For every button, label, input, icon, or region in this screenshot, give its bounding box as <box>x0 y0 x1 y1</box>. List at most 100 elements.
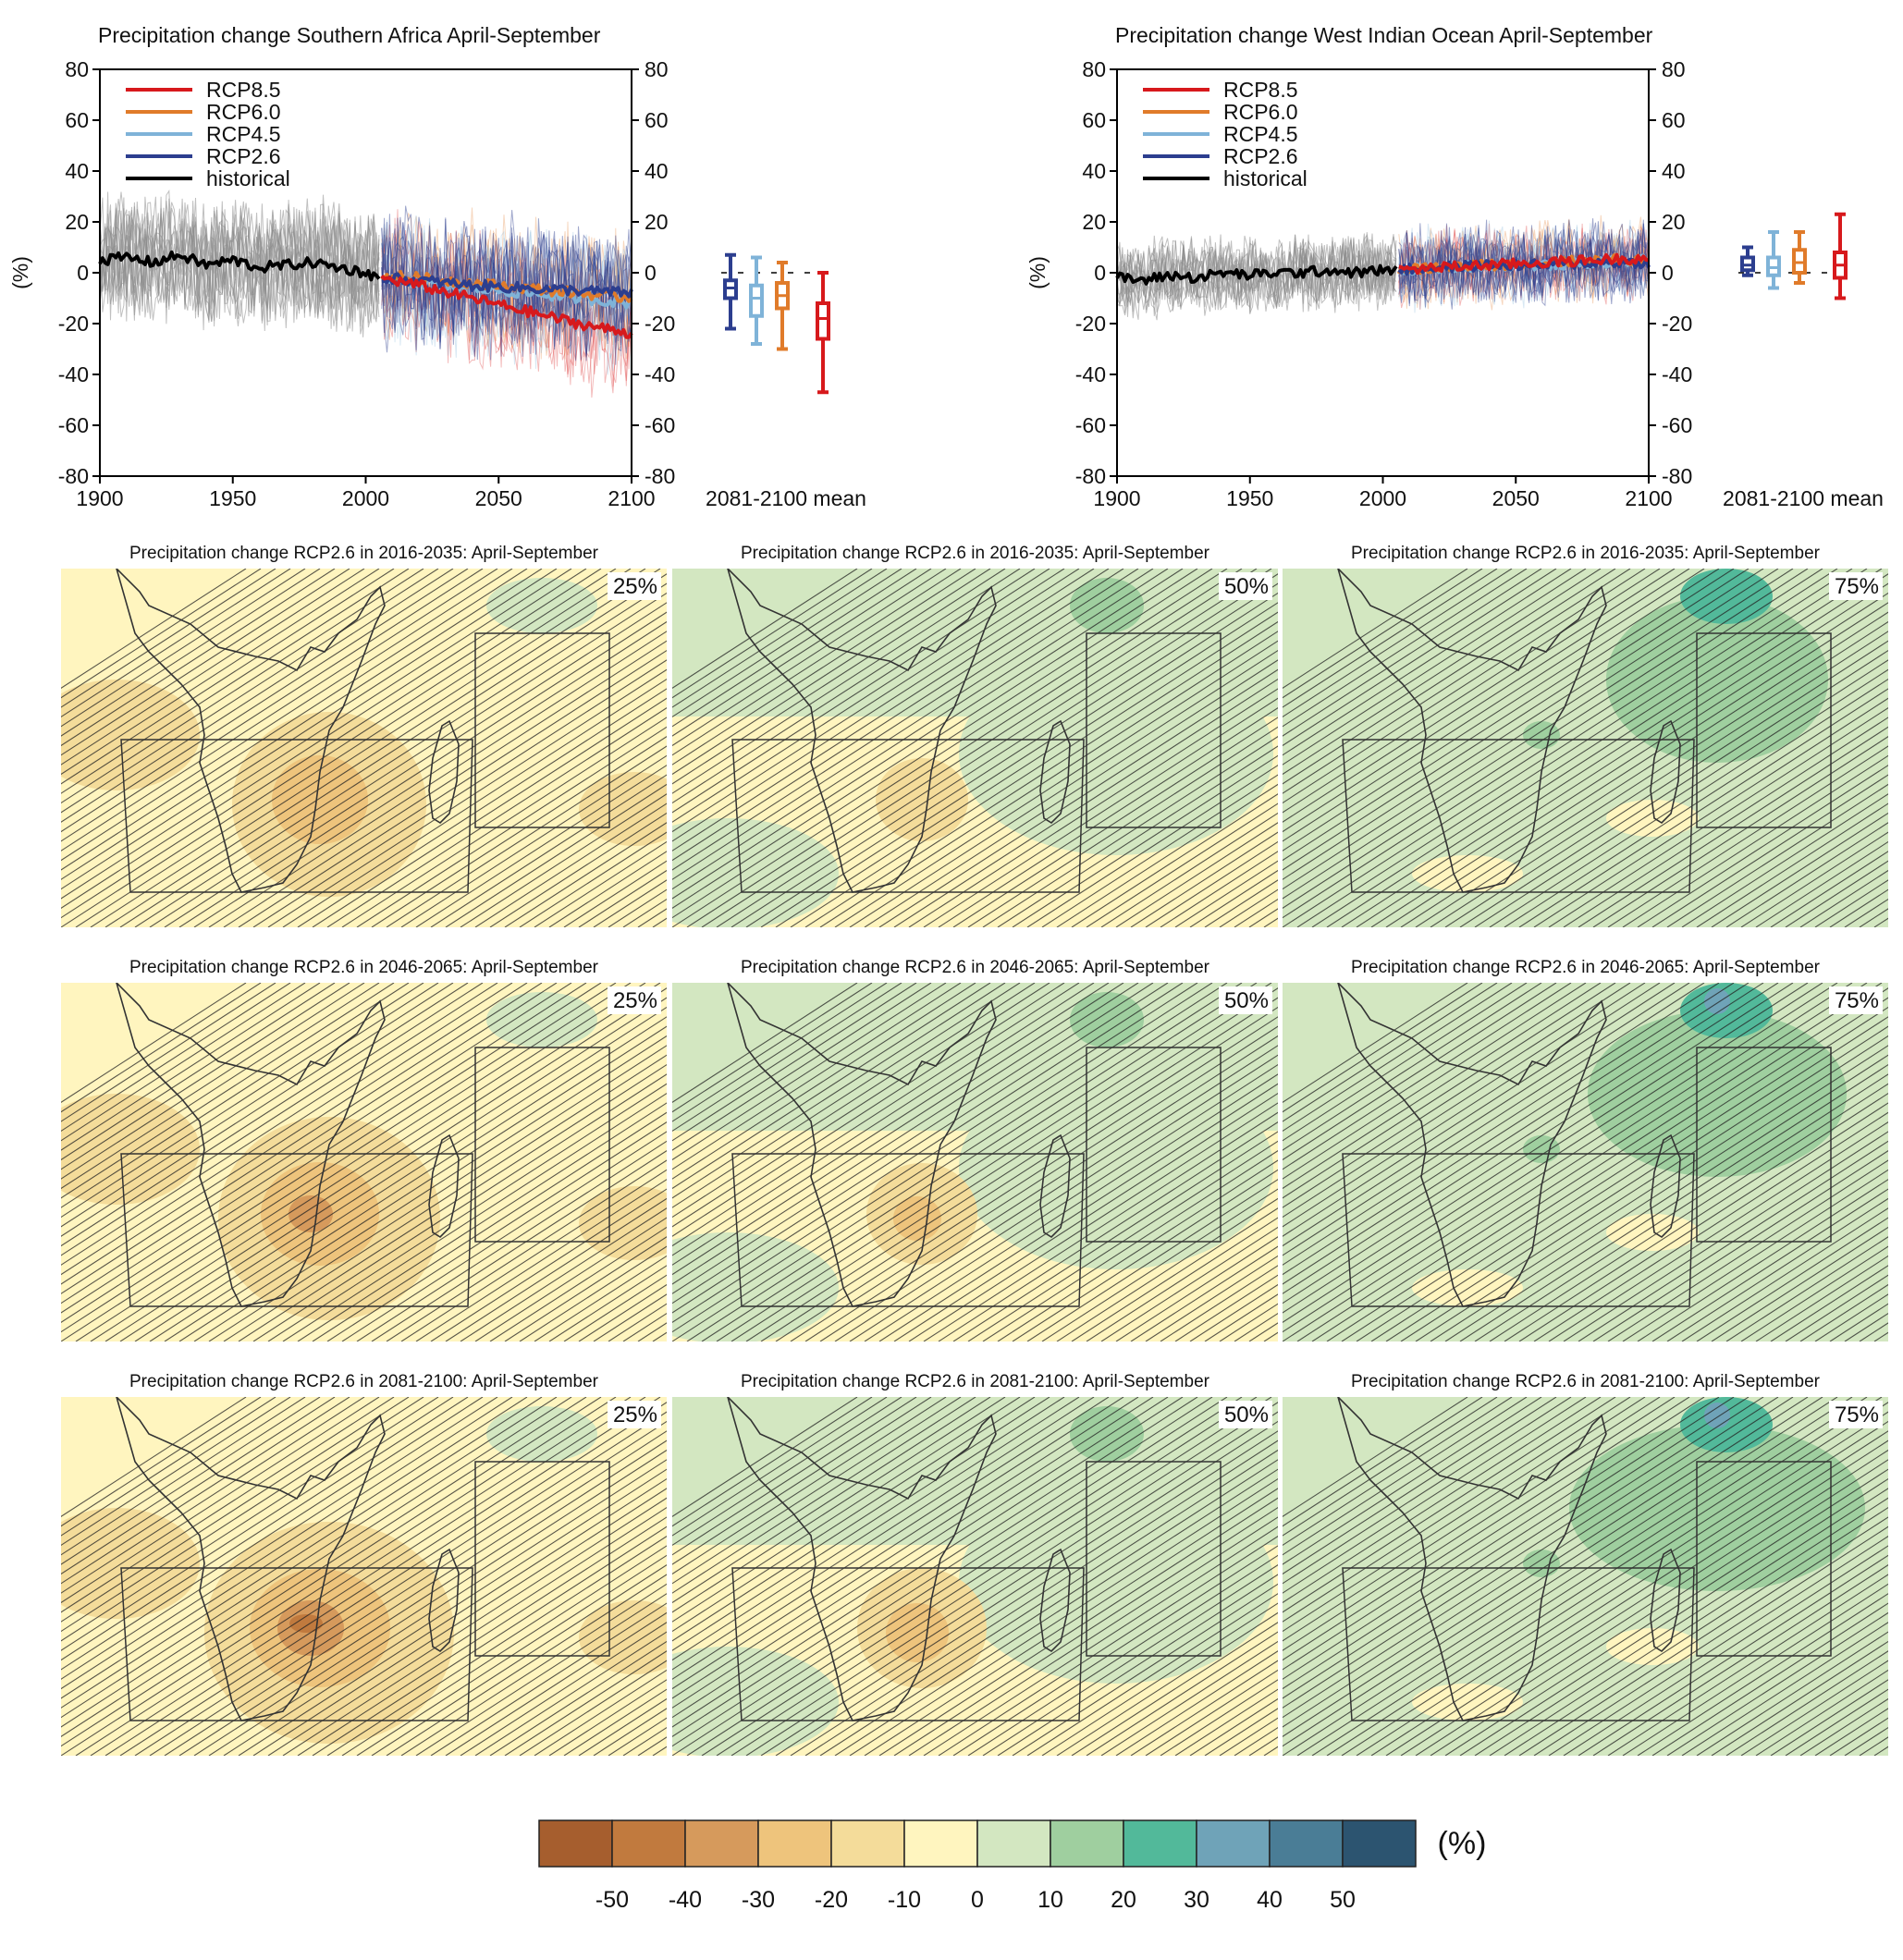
map-panel: 25% <box>61 983 667 1341</box>
x-tick-label: 1900 <box>76 486 123 510</box>
significance-hatching <box>1283 983 1888 1341</box>
map-title: Precipitation change RCP2.6 in 2016-2035… <box>741 544 1209 563</box>
boxplot-rcp60 <box>1792 230 1807 285</box>
percentile-label: 75% <box>1828 572 1883 600</box>
y-axis-label: (%) <box>8 256 32 289</box>
region-box-west-indian-ocean <box>1086 1047 1222 1243</box>
y-tick-label-right: -20 <box>1662 312 1692 336</box>
significance-hatching <box>61 569 667 927</box>
map-title: Precipitation change RCP2.6 in 2046-2065… <box>129 958 598 977</box>
region-box-southern-africa <box>1342 1567 1695 1721</box>
percentile-label: 75% <box>1828 1401 1883 1428</box>
x-tick-label: 2100 <box>1625 486 1672 510</box>
percentile-label: 25% <box>607 1401 661 1428</box>
region-box-southern-africa <box>731 1153 1085 1307</box>
y-tick-label-right: 80 <box>1662 57 1686 81</box>
map-panel: 50% <box>672 569 1278 927</box>
percentile-label: 25% <box>607 572 661 600</box>
chart-title: Precipitation change Southern Africa Apr… <box>98 23 601 47</box>
legend-label: RCP8.5 <box>1223 78 1298 102</box>
map-title: Precipitation change RCP2.6 in 2081-2100… <box>1351 1372 1820 1391</box>
boxplot-rcp26 <box>1740 245 1755 277</box>
y-tick-label-left: -60 <box>1075 413 1106 437</box>
legend-label: RCP2.6 <box>1223 144 1298 168</box>
map-title: Precipitation change RCP2.6 in 2046-2065… <box>741 958 1209 977</box>
y-tick-label-left: 80 <box>65 57 89 81</box>
boxplot-rcp85 <box>816 271 830 395</box>
y-tick-label-right: -40 <box>1662 362 1692 386</box>
coastline-madagascar <box>1039 1133 1071 1239</box>
y-tick-label-right: -80 <box>645 464 675 488</box>
series-line-historical <box>98 250 381 282</box>
map-title: Precipitation change RCP2.6 in 2016-2035… <box>129 544 598 563</box>
x-tick-label: 2000 <box>1359 486 1406 510</box>
y-tick-label-right: 40 <box>1662 159 1686 183</box>
map-panel: 75% <box>1283 569 1888 927</box>
region-box-west-indian-ocean <box>1696 632 1832 828</box>
x-tick-label: 1950 <box>209 486 256 510</box>
region-box-southern-africa <box>120 1567 473 1721</box>
coastline-madagascar <box>1039 719 1071 825</box>
y-tick-label-right: -60 <box>645 413 675 437</box>
map-svg <box>1283 569 1888 927</box>
y-tick-label-right: -20 <box>645 312 675 336</box>
y-tick-label-right: 80 <box>645 57 669 81</box>
boxplot-rcp45 <box>749 255 764 346</box>
series-line-rcp85 <box>1398 252 1650 276</box>
y-tick-label-left: -40 <box>1075 362 1106 386</box>
legend-label: RCP2.6 <box>206 144 281 168</box>
y-tick-label-right: 20 <box>1662 210 1686 234</box>
map-panel: 75% <box>1283 1397 1888 1756</box>
map-svg <box>61 569 667 927</box>
precip-field <box>1412 983 1847 1306</box>
significance-hatching <box>672 1397 1278 1756</box>
boxplot-rcp60 <box>775 261 790 351</box>
chart-title: Precipitation change West Indian Ocean A… <box>1115 23 1653 47</box>
map-title: Precipitation change RCP2.6 in 2016-2035… <box>1351 544 1820 563</box>
y-tick-label-left: -80 <box>58 464 89 488</box>
y-tick-label-left: 60 <box>65 108 89 132</box>
coastline-madagascar <box>428 1548 460 1653</box>
y-tick-label-left: 80 <box>1082 57 1106 81</box>
legend-label: RCP8.5 <box>206 78 281 102</box>
boxplot-label: 2081-2100 mean <box>1723 486 1884 510</box>
region-box-west-indian-ocean <box>1086 1461 1222 1657</box>
map-panel: 50% <box>672 983 1278 1341</box>
y-tick-label-left: 20 <box>1082 210 1106 234</box>
percentile-label: 50% <box>1218 1401 1272 1428</box>
series-line-historical <box>1115 263 1398 286</box>
map-panel: 50% <box>672 1397 1278 1756</box>
region-box-west-indian-ocean <box>474 1047 610 1243</box>
percentile-label: 50% <box>1218 572 1272 600</box>
significance-hatching <box>672 983 1278 1341</box>
x-tick-label: 1950 <box>1226 486 1273 510</box>
region-box-west-indian-ocean <box>1696 1047 1832 1243</box>
y-tick-label-left: -60 <box>58 413 89 437</box>
precip-field <box>672 983 1278 1341</box>
timeseries-figure: Precipitation change Southern Africa Apr… <box>8 23 1884 510</box>
y-tick-label-left: -20 <box>1075 312 1106 336</box>
coastline-madagascar <box>428 719 460 825</box>
timeseries-panel-2: Precipitation change West Indian Ocean A… <box>1025 23 1884 510</box>
region-box-southern-africa <box>731 1567 1085 1721</box>
legend-label: RCP6.0 <box>1223 100 1298 124</box>
map-svg <box>672 983 1278 1341</box>
region-box-southern-africa <box>1342 1153 1695 1307</box>
percentile-label: 25% <box>607 986 661 1014</box>
timeseries-panel-1: Precipitation change Southern Africa Apr… <box>8 23 866 510</box>
y-tick-label-right: -40 <box>645 362 675 386</box>
y-tick-label-right: 0 <box>645 261 657 285</box>
precip-field <box>672 1397 1278 1756</box>
legend-label: RCP6.0 <box>206 100 281 124</box>
map-title: Precipitation change RCP2.6 in 2081-2100… <box>129 1372 598 1391</box>
y-tick-label-left: 0 <box>1094 261 1106 285</box>
coastline-madagascar <box>1650 1133 1681 1239</box>
y-tick-label-left: 20 <box>65 210 89 234</box>
map-panel: 25% <box>61 1397 667 1756</box>
y-tick-label-right: -80 <box>1662 464 1692 488</box>
map-panel: 75% <box>1283 983 1888 1341</box>
y-tick-label-right: 40 <box>645 159 669 183</box>
y-tick-label-right: 0 <box>1662 261 1674 285</box>
significance-hatching <box>61 1397 667 1756</box>
